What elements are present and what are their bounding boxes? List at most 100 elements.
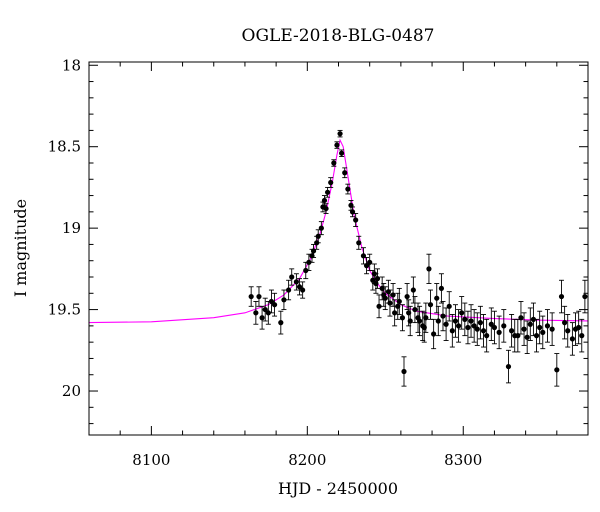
data-point bbox=[401, 356, 407, 387]
data-point bbox=[399, 304, 406, 332]
marker bbox=[374, 276, 381, 282]
data-point bbox=[293, 273, 299, 291]
marker bbox=[521, 326, 527, 332]
data-point bbox=[508, 314, 515, 348]
data-point bbox=[462, 302, 468, 337]
data-point bbox=[474, 312, 480, 346]
marker bbox=[376, 303, 382, 309]
marker bbox=[440, 313, 446, 319]
marker bbox=[431, 331, 437, 337]
data-point bbox=[416, 305, 423, 337]
marker bbox=[438, 285, 445, 292]
marker bbox=[399, 315, 406, 321]
marker bbox=[488, 321, 494, 327]
data-point bbox=[440, 300, 446, 332]
marker bbox=[331, 160, 337, 166]
data-point bbox=[404, 283, 410, 311]
y-tick-label: 18.5 bbox=[48, 138, 81, 156]
y-axis-label: I magnitude bbox=[11, 199, 30, 297]
data-point bbox=[407, 305, 413, 337]
data-point bbox=[537, 310, 543, 345]
marker bbox=[505, 363, 512, 370]
data-point bbox=[446, 291, 452, 322]
marker bbox=[256, 293, 262, 300]
marker bbox=[382, 295, 388, 301]
data-point bbox=[256, 286, 262, 307]
data-point bbox=[576, 310, 582, 345]
data-point bbox=[278, 310, 284, 335]
data-point bbox=[396, 287, 402, 315]
marker bbox=[321, 197, 328, 204]
marker bbox=[462, 316, 468, 322]
data-point bbox=[374, 268, 381, 289]
marker bbox=[501, 323, 507, 329]
data-point bbox=[328, 177, 334, 188]
data-point bbox=[496, 315, 502, 350]
marker bbox=[334, 142, 340, 148]
marker bbox=[474, 326, 480, 332]
data-point bbox=[286, 279, 292, 301]
data-point bbox=[367, 253, 373, 271]
marker bbox=[412, 306, 418, 313]
marker bbox=[339, 150, 345, 156]
data-point bbox=[554, 353, 560, 387]
data-point bbox=[382, 286, 388, 311]
data-point bbox=[488, 307, 494, 341]
data-point bbox=[339, 149, 345, 157]
x-axis-label: HJD - 2450000 bbox=[278, 479, 398, 498]
marker bbox=[540, 329, 546, 335]
marker bbox=[324, 189, 331, 195]
data-point bbox=[296, 278, 303, 296]
marker bbox=[262, 306, 268, 313]
model-curve bbox=[89, 138, 588, 324]
data-point bbox=[549, 312, 555, 346]
plot-area bbox=[89, 129, 588, 387]
marker bbox=[286, 287, 292, 293]
marker bbox=[455, 323, 462, 329]
data-point bbox=[253, 300, 259, 325]
marker bbox=[459, 310, 465, 316]
marker bbox=[582, 293, 588, 300]
marker bbox=[318, 225, 324, 231]
marker bbox=[407, 318, 413, 324]
marker bbox=[565, 328, 571, 334]
data-point bbox=[337, 129, 343, 138]
marker bbox=[496, 329, 502, 335]
marker bbox=[293, 279, 299, 285]
marker bbox=[537, 324, 543, 331]
data-point bbox=[565, 314, 571, 348]
marker bbox=[387, 300, 393, 306]
marker bbox=[530, 316, 537, 322]
marker bbox=[268, 298, 275, 305]
marker bbox=[259, 315, 265, 321]
data-point bbox=[471, 309, 477, 343]
marker bbox=[281, 297, 287, 303]
chart-title: OGLE-2018-BLG-0487 bbox=[242, 26, 435, 46]
marker bbox=[342, 170, 348, 176]
marker bbox=[404, 293, 410, 300]
marker bbox=[554, 367, 560, 373]
marker bbox=[569, 336, 576, 342]
marker bbox=[278, 320, 284, 326]
data-point bbox=[434, 283, 440, 314]
marker bbox=[484, 333, 490, 339]
marker bbox=[579, 333, 585, 339]
marker bbox=[518, 315, 524, 321]
marker bbox=[363, 263, 370, 269]
data-point bbox=[363, 257, 370, 275]
marker bbox=[468, 318, 474, 324]
marker bbox=[337, 131, 343, 137]
data-point bbox=[480, 314, 487, 348]
x-tick-label: 8200 bbox=[288, 451, 326, 469]
marker bbox=[410, 287, 416, 293]
data-point bbox=[527, 307, 533, 341]
data-point bbox=[455, 309, 462, 343]
data-point bbox=[427, 289, 434, 320]
data-point bbox=[465, 310, 471, 345]
data-point bbox=[289, 268, 295, 286]
marker bbox=[416, 318, 423, 324]
data-point bbox=[262, 297, 268, 322]
marker bbox=[435, 318, 441, 324]
data-point bbox=[435, 305, 441, 337]
marker bbox=[396, 298, 402, 305]
